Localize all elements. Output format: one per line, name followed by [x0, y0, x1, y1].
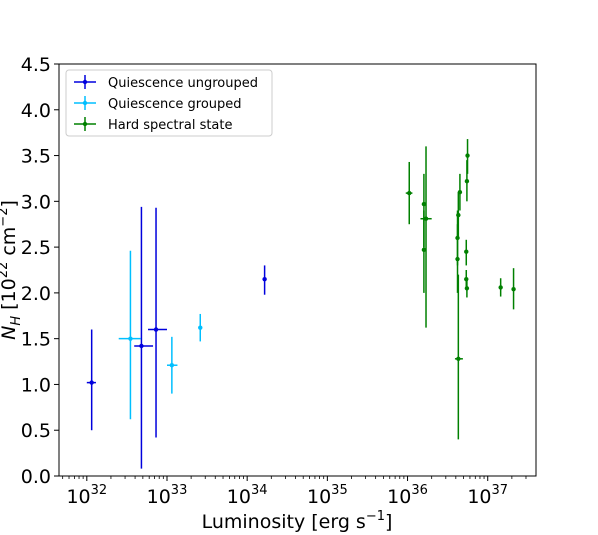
data-point — [454, 274, 463, 440]
data-point — [464, 239, 469, 266]
data-point — [118, 250, 141, 420]
y-tick-label: 2.5 — [21, 237, 51, 259]
point-marker — [456, 356, 461, 362]
x-tick-label: 1037 — [467, 483, 508, 508]
data-point — [86, 329, 96, 431]
data-point — [455, 224, 460, 293]
point-marker — [464, 178, 470, 184]
y-tick-label: 1.0 — [21, 374, 51, 396]
legend: Quiescence ungrouped Quiescence grouped Ha… — [65, 69, 273, 137]
point-marker — [421, 247, 427, 253]
legend-label: Hard spectral state — [108, 118, 233, 133]
y-axis-label: NH [1022 cm−2] — [0, 200, 24, 340]
point-marker — [89, 380, 94, 385]
data-point — [421, 210, 427, 293]
x-axis: 1032 1033 1034 1035 1036 1037 — [62, 476, 527, 508]
y-axis: 0.0 0.5 1.0 1.5 2.0 2.5 3.0 3.5 4.0 4.5 — [21, 54, 59, 488]
point-marker — [421, 201, 427, 207]
y-tick-label: 4.0 — [21, 100, 51, 122]
legend-item: Quiescence grouped — [74, 96, 242, 112]
point-marker — [498, 285, 503, 290]
point-marker — [128, 336, 133, 341]
data-point — [198, 313, 203, 342]
y-tick-label: 0.0 — [21, 466, 51, 488]
data-point — [464, 279, 470, 298]
data-point — [464, 160, 470, 202]
point-marker — [407, 190, 412, 196]
legend-label: Quiescence grouped — [108, 97, 242, 112]
point-marker — [169, 363, 175, 368]
data-point — [134, 206, 154, 469]
point-marker — [465, 153, 470, 158]
point-marker — [464, 286, 470, 291]
data-point — [148, 207, 167, 438]
data-point — [420, 146, 432, 328]
data-marks — [86, 139, 516, 469]
data-point — [498, 278, 503, 297]
y-tick-label: 3.0 — [21, 191, 51, 213]
point-marker — [455, 256, 460, 262]
x-tick-label: 1033 — [147, 483, 188, 508]
x-axis-label: Luminosity [erg s−1] — [202, 509, 393, 533]
y-tick-label: 2.0 — [21, 283, 51, 305]
y-tick-label: 3.5 — [21, 146, 51, 168]
point-marker — [423, 216, 429, 221]
y-tick-label: 0.5 — [21, 420, 51, 442]
legend-marker — [82, 121, 88, 127]
legend-item: Hard spectral state — [74, 117, 233, 133]
y-tick-label: 4.5 — [21, 54, 51, 76]
y-tick-label: 1.5 — [21, 329, 51, 351]
legend-marker — [82, 79, 88, 85]
x-tick-label: 1035 — [307, 483, 348, 508]
point-marker — [139, 343, 144, 349]
data-point — [405, 161, 413, 225]
x-tick-label: 1034 — [227, 483, 268, 508]
x-tick-label: 1032 — [66, 483, 107, 508]
point-marker — [511, 287, 516, 292]
point-marker — [198, 325, 203, 330]
legend-marker — [82, 100, 88, 106]
plot-frame — [58, 63, 537, 477]
data-point — [262, 265, 267, 295]
data-point — [166, 336, 178, 394]
data-point — [511, 268, 516, 310]
point-marker — [464, 249, 469, 254]
x-tick-label: 1036 — [387, 483, 428, 508]
legend-label: Quiescence ungrouped — [108, 76, 258, 91]
point-marker — [153, 327, 159, 332]
legend-item: Quiescence ungrouped — [74, 75, 258, 91]
point-marker — [262, 276, 267, 282]
legend-box — [65, 69, 273, 137]
